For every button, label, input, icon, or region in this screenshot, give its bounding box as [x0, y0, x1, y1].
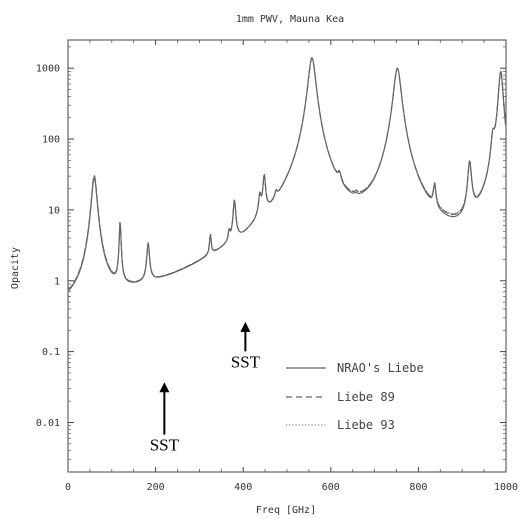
y-tick-label: 1000	[36, 64, 60, 75]
legend-label-3: Liebe 93	[337, 418, 395, 432]
x-tick-label: 800	[409, 482, 427, 493]
legend-label-2: Liebe 89	[337, 390, 395, 404]
series-group	[67, 57, 507, 292]
chart-title: 1mm PWV, Mauna Kea	[236, 14, 344, 25]
annotation-label-2: SST	[231, 352, 261, 371]
y-axis-label: Opacity	[10, 247, 21, 289]
x-tick-label: 400	[234, 482, 252, 493]
annotation-arrow-head-1	[159, 382, 170, 393]
annotation-group: SST SST	[150, 321, 261, 455]
series-line-2	[67, 57, 507, 291]
x-tick-label: 200	[147, 482, 165, 493]
annotation-arrow-head-2	[240, 321, 251, 332]
legend-label-1: NRAO's Liebe	[337, 361, 424, 375]
y-tick-label: 0.1	[42, 347, 60, 358]
x-tick-label: 1000	[494, 482, 518, 493]
x-ticks-group: 0 200 400 600 800 1000	[65, 40, 518, 493]
annotation-label-1: SST	[150, 436, 180, 455]
series-line-1	[67, 57, 507, 292]
x-tick-label: 600	[322, 482, 340, 493]
legend: NRAO's Liebe Liebe 89 Liebe 93	[286, 361, 424, 432]
x-axis-label: Freq [GHz]	[256, 505, 316, 516]
y-tick-label: 0.01	[36, 418, 60, 429]
series-line-3	[67, 57, 507, 291]
y-tick-label: 1	[54, 276, 60, 287]
y-tick-label: 100	[42, 135, 60, 146]
y-tick-label: 10	[48, 205, 60, 216]
x-tick-label: 0	[65, 482, 71, 493]
plot-frame	[67, 39, 507, 473]
